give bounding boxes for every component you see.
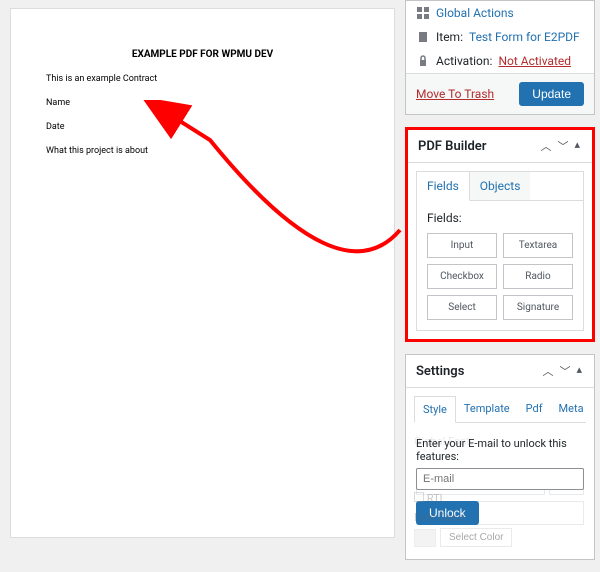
global-actions-link[interactable]: Global Actions [436,6,514,20]
item-link[interactable]: Test Form for E2PDF [469,30,580,44]
move-up-icon[interactable]: ︿ [538,138,553,154]
pdf-text-line: Date [46,122,359,132]
toggle-icon[interactable]: ▴ [574,363,584,379]
fields-label: Fields: [427,211,573,225]
unlock-text: Enter your E-mail to unlock this feature… [416,437,584,463]
tab-objects[interactable]: Objects [470,172,531,200]
field-textarea-button[interactable]: Textarea [503,233,573,258]
move-down-icon[interactable]: ﹀ [557,363,572,379]
document-icon [416,30,430,44]
move-down-icon[interactable]: ﹀ [555,138,570,154]
activation-label: Activation: [436,54,492,68]
tab-template[interactable]: Template [456,396,518,422]
field-signature-button[interactable]: Signature [503,295,573,320]
select-color-button[interactable]: Select Color [440,528,512,547]
toggle-icon[interactable]: ▴ [572,138,582,154]
tab-pdf[interactable]: Pdf [518,396,551,422]
field-select-button[interactable]: Select [427,295,497,320]
settings-panel: Settings ︿ ﹀ ▴ Style Template Pdf Meta G… [405,354,595,560]
pdf-preview-canvas: EXAMPLE PDF FOR WPMU DEV This is an exam… [10,8,395,538]
tab-style[interactable]: Style [414,396,456,423]
global-actions-row[interactable]: Global Actions [406,1,594,25]
publish-panel: Global Actions Item: Test Form for E2PDF… [405,0,595,115]
item-label: Item: [436,30,463,44]
panel-title: PDF Builder [418,139,486,154]
activation-row: Activation: Not Activated [406,49,594,73]
pdf-title: EXAMPLE PDF FOR WPMU DEV [46,49,359,60]
move-to-trash-link[interactable]: Move To Trash [416,87,494,101]
lock-icon [416,54,430,68]
pdf-text-line: Name [46,98,359,108]
move-up-icon[interactable]: ︿ [540,363,555,379]
field-radio-button[interactable]: Radio [503,264,573,289]
tab-fields[interactable]: Fields [417,172,470,201]
color-swatch [414,529,436,547]
panel-title: Settings [416,364,464,379]
rtl-checkbox-label: RTL [414,492,586,505]
pdf-builder-panel: PDF Builder ︿ ﹀ ▴ Fields Objects Fields:… [405,127,595,342]
tab-meta[interactable]: Meta [551,396,592,422]
activation-link[interactable]: Not Activated [498,54,571,68]
field-input-button[interactable]: Input [427,233,497,258]
font-color-label: Font Color: [414,511,586,524]
pdf-text-line: What this project is about [46,146,359,156]
pdf-text-line: This is an example Contract [46,74,359,84]
email-field[interactable] [416,468,584,490]
item-row: Item: Test Form for E2PDF [406,25,594,49]
update-button[interactable]: Update [519,82,584,106]
grid-icon [416,6,430,20]
field-checkbox-button[interactable]: Checkbox [427,264,497,289]
